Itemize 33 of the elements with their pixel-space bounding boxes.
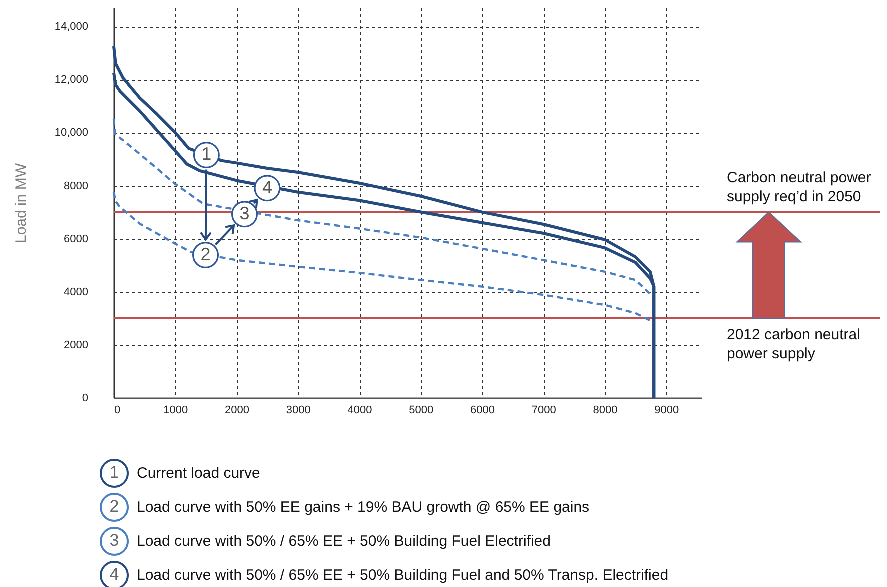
x-tick-label: 6000 (470, 404, 496, 416)
annotation: 4 (262, 177, 272, 198)
text: 4 (110, 565, 120, 584)
x-tick-label: 3000 (286, 404, 311, 416)
y-tick-label: 14,000 (54, 21, 88, 34)
annotation: 1 (202, 144, 212, 164)
x-tick-label: 9000 (654, 404, 680, 416)
legend-label: Load curve with 50% EE gains + 19% BAU growth @ 65% EE gains (137, 498, 590, 516)
y-tick-label: 6000 (64, 233, 88, 246)
y-tick-label: 0 (82, 392, 88, 404)
x-tick-label: 5000 (409, 404, 434, 416)
y-tick-label: 12,000 (54, 74, 88, 86)
y-tick-label: 8000 (64, 180, 88, 192)
y-axis-title: Load in MW (12, 162, 30, 244)
x-tick-label: 1000 (164, 404, 188, 416)
text: 1 (110, 463, 120, 482)
ref-line-label: Carbon neutral power supply req’d in 2050 (727, 169, 872, 206)
x-tick-label: 7000 (532, 404, 556, 416)
text: 2 (110, 497, 120, 516)
legend-label: Load curve with 50% / 65% EE + 50% Building Fuel Electrified (137, 532, 551, 550)
x-tick-label: 8000 (593, 404, 618, 416)
x-tick-label: 0 (114, 404, 121, 416)
legend-label: Current load curve (137, 464, 260, 482)
y-tick-label: 10,000 (54, 127, 88, 140)
ref-line-label: 2012 carbon neutral power supply (727, 326, 860, 362)
annotation: 2 (200, 244, 211, 264)
x-tick-label: 2000 (225, 404, 250, 416)
annotation: 3 (240, 203, 250, 224)
y-tick-label: 4000 (64, 286, 88, 298)
y-tick-label: 2000 (64, 339, 88, 352)
legend-label: Load curve with 50% / 65% EE + 50% Building Fuel and 50% Transp. Electrified (137, 566, 669, 584)
text: 3 (110, 531, 120, 550)
x-tick-label: 4000 (348, 404, 372, 416)
